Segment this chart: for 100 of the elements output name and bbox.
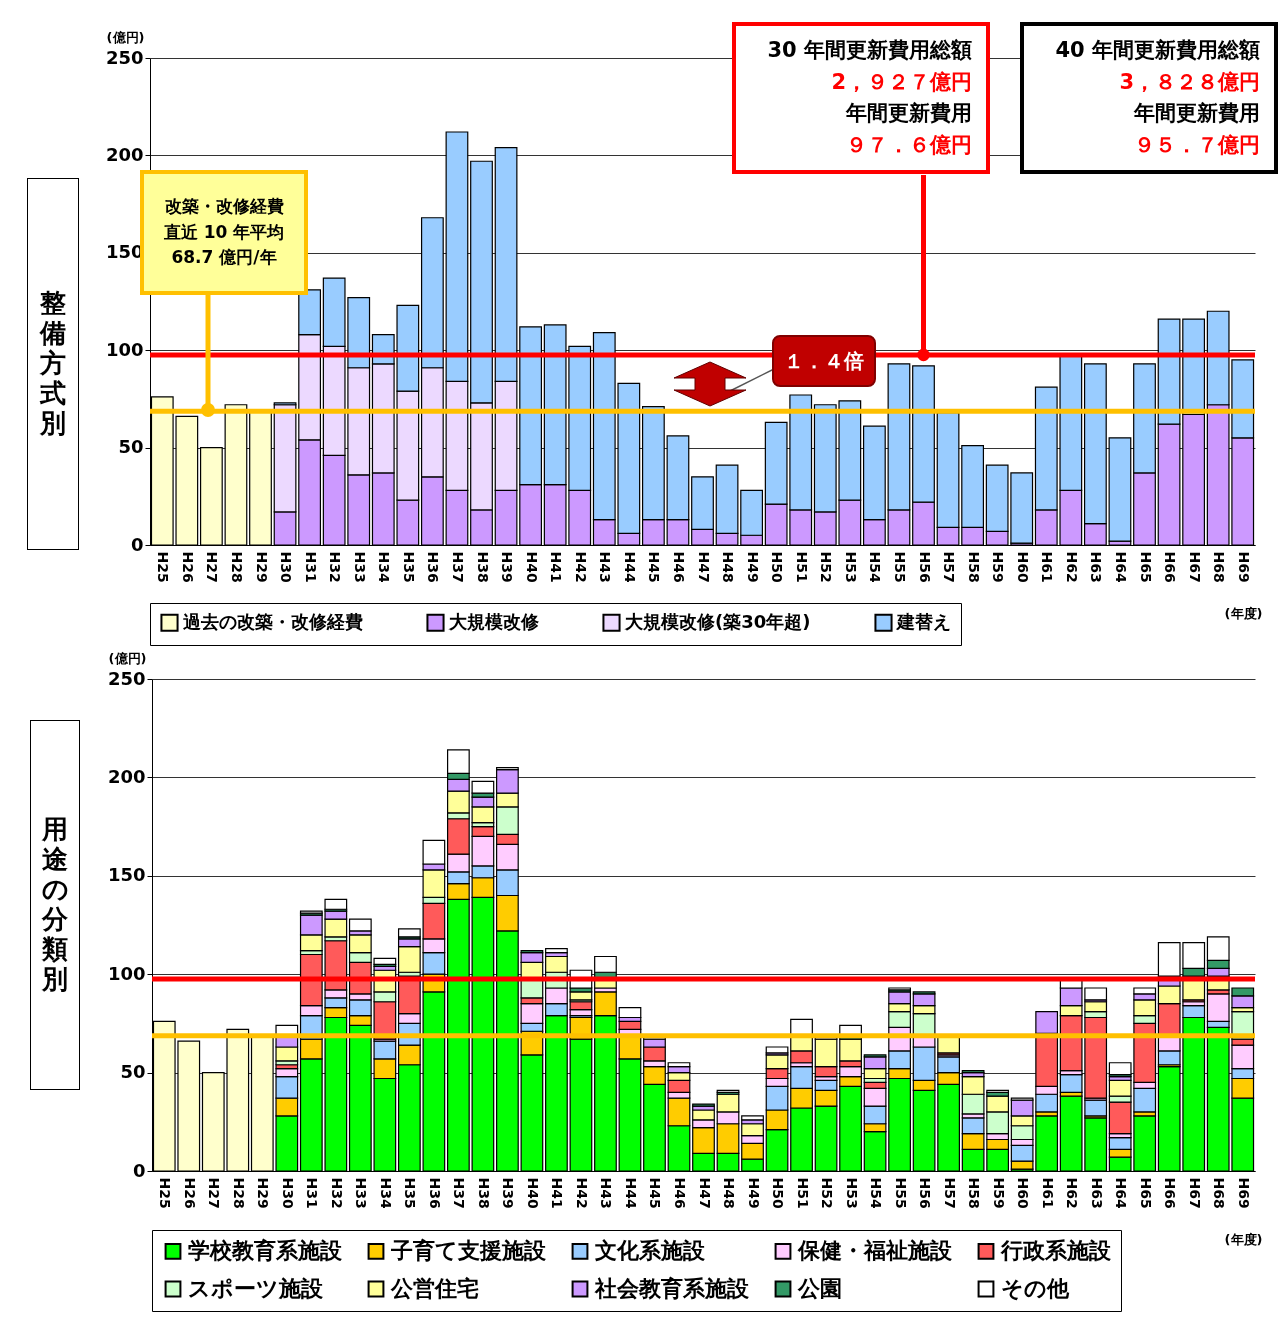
text: 用途の分類別 xyxy=(41,814,69,995)
x-tick-label: H28 xyxy=(230,1177,247,1209)
annotation: 3，８２８億円 xyxy=(1118,68,1260,96)
x-tick-label: H45 xyxy=(646,551,663,583)
x-tick-label: H41 xyxy=(549,1177,566,1209)
x-tick-label: H30 xyxy=(279,1177,296,1209)
x-tick-label: H66 xyxy=(1162,1177,1179,1209)
y-tick-label: 0 xyxy=(132,1159,146,1181)
x-tick-label: H38 xyxy=(474,551,491,583)
y-tick-label: 200 xyxy=(107,765,146,787)
x-tick-label: H35 xyxy=(402,1177,419,1209)
annotation: 改築・改修経費 xyxy=(163,195,285,219)
callout-box: 改築・改修経費 直近 10 年平均 68.7 億円/年 xyxy=(140,170,308,295)
x-tick-label: H52 xyxy=(818,551,835,583)
x-tick-label: H36 xyxy=(425,551,442,583)
x-tick-label: H51 xyxy=(794,1177,811,1209)
x-tick-label: H64 xyxy=(1113,1177,1130,1209)
x-tick-label: H64 xyxy=(1112,551,1129,583)
x-tick-label: H50 xyxy=(769,551,786,583)
legend-label: 建替え xyxy=(895,610,951,632)
callout-box: １．４倍 xyxy=(772,335,876,387)
y-tick-label: 250 xyxy=(105,46,144,68)
annotation: 30 年間更新費用総額 xyxy=(766,37,972,64)
x-tick-label: H39 xyxy=(500,1177,517,1209)
x-tick-label: H32 xyxy=(327,551,344,583)
x-tick-label: H48 xyxy=(721,1177,738,1209)
y-tick-label: 0 xyxy=(130,533,144,555)
legend-label: 公営住宅 xyxy=(390,1276,479,1301)
x-tick-label: H60 xyxy=(1014,551,1031,583)
x-tick-label: H55 xyxy=(892,1177,909,1209)
legend-label: 文化系施設 xyxy=(594,1238,706,1264)
legend-label: 社会教育系施設 xyxy=(594,1276,750,1301)
x-tick-label: H61 xyxy=(1039,551,1056,583)
x-tick-label: H51 xyxy=(793,551,810,583)
x-tick-label: H53 xyxy=(842,551,859,583)
x-tick-label: H67 xyxy=(1186,1177,1203,1209)
x-tick-label: H63 xyxy=(1088,1177,1105,1209)
x-tick-label: H40 xyxy=(523,551,540,583)
x-tick-label: H43 xyxy=(597,551,614,583)
annotation: ９５．７億円 xyxy=(1133,131,1260,159)
x-tick-label: H26 xyxy=(181,1177,198,1209)
x-tick-label: H57 xyxy=(941,551,958,583)
x-tick-label: H62 xyxy=(1064,1177,1081,1209)
x-tick-label: H27 xyxy=(206,1177,223,1209)
x-tick-label: H43 xyxy=(598,1177,615,1209)
legend-label: 公園 xyxy=(797,1276,842,1301)
annotation: 68.7 億円/年 xyxy=(170,246,278,270)
x-tick-label: H33 xyxy=(351,551,368,583)
x-tick-label: H61 xyxy=(1039,1177,1056,1209)
annotation: 年間更新費用 xyxy=(1133,100,1260,127)
x-tick-label: H68 xyxy=(1211,551,1228,583)
annotation: 2，９２７億円 xyxy=(830,68,972,96)
x-tick-label: H66 xyxy=(1162,551,1179,583)
x-tick-label: H54 xyxy=(867,551,884,583)
x-tick-label: H32 xyxy=(328,1177,345,1209)
x-tick-label: H45 xyxy=(647,1177,664,1209)
x-tick-label: H47 xyxy=(696,1177,713,1209)
x-tick-label: H27 xyxy=(204,551,221,583)
x-tick-label: H46 xyxy=(670,551,687,583)
y-tick-label: 100 xyxy=(105,338,144,360)
x-tick-label: H53 xyxy=(843,1177,860,1209)
x-tick-label: H59 xyxy=(990,551,1007,583)
x-tick-label: H49 xyxy=(744,551,761,583)
x-tick-label: H34 xyxy=(377,1177,394,1209)
x-tick-label: H69 xyxy=(1235,551,1252,583)
y-axis-title: (億円) xyxy=(108,650,147,666)
legend-label: 大規模改修 xyxy=(448,610,540,632)
legend-label: 過去の改築・改修経費 xyxy=(182,610,363,632)
x-tick-label: H52 xyxy=(819,1177,836,1209)
y-axis-title: (億円) xyxy=(106,29,145,45)
x-tick-label: H34 xyxy=(376,551,393,583)
x-tick-label: H44 xyxy=(621,551,638,583)
x-tick-label: H47 xyxy=(695,551,712,583)
x-tick-label: H33 xyxy=(353,1177,370,1209)
x-tick-label: H56 xyxy=(917,1177,934,1209)
x-tick-label: H35 xyxy=(400,551,417,583)
annotation: ９７．６億円 xyxy=(845,131,972,159)
x-tick-label: H69 xyxy=(1235,1177,1252,1209)
annotation: 直近 10 年平均 xyxy=(162,220,286,244)
x-axis-title: (年度) xyxy=(1224,1231,1263,1247)
x-tick-label: H37 xyxy=(449,551,466,583)
y-tick-label: 250 xyxy=(107,667,146,689)
x-tick-label: H25 xyxy=(155,551,172,583)
x-tick-label: H42 xyxy=(573,1177,590,1209)
annotation: 年間更新費用 xyxy=(845,100,972,127)
y-tick-label: 150 xyxy=(107,864,146,886)
x-tick-label: H62 xyxy=(1063,551,1080,583)
x-tick-label: H41 xyxy=(548,551,565,583)
x-tick-label: H31 xyxy=(302,551,319,583)
x-tick-label: H36 xyxy=(426,1177,443,1209)
x-tick-label: H44 xyxy=(622,1177,639,1209)
x-axis-title: (年度) xyxy=(1224,605,1263,621)
x-tick-label: H65 xyxy=(1137,551,1154,583)
legend-label: 行政系施設 xyxy=(1000,1238,1112,1264)
x-tick-label: H50 xyxy=(770,1177,787,1209)
x-tick-label: H29 xyxy=(255,1177,272,1209)
x-tick-label: H31 xyxy=(304,1177,321,1209)
x-tick-label: H54 xyxy=(868,1177,885,1209)
legend-label: 保健・福祉施設 xyxy=(797,1238,953,1264)
x-tick-label: H55 xyxy=(891,551,908,583)
